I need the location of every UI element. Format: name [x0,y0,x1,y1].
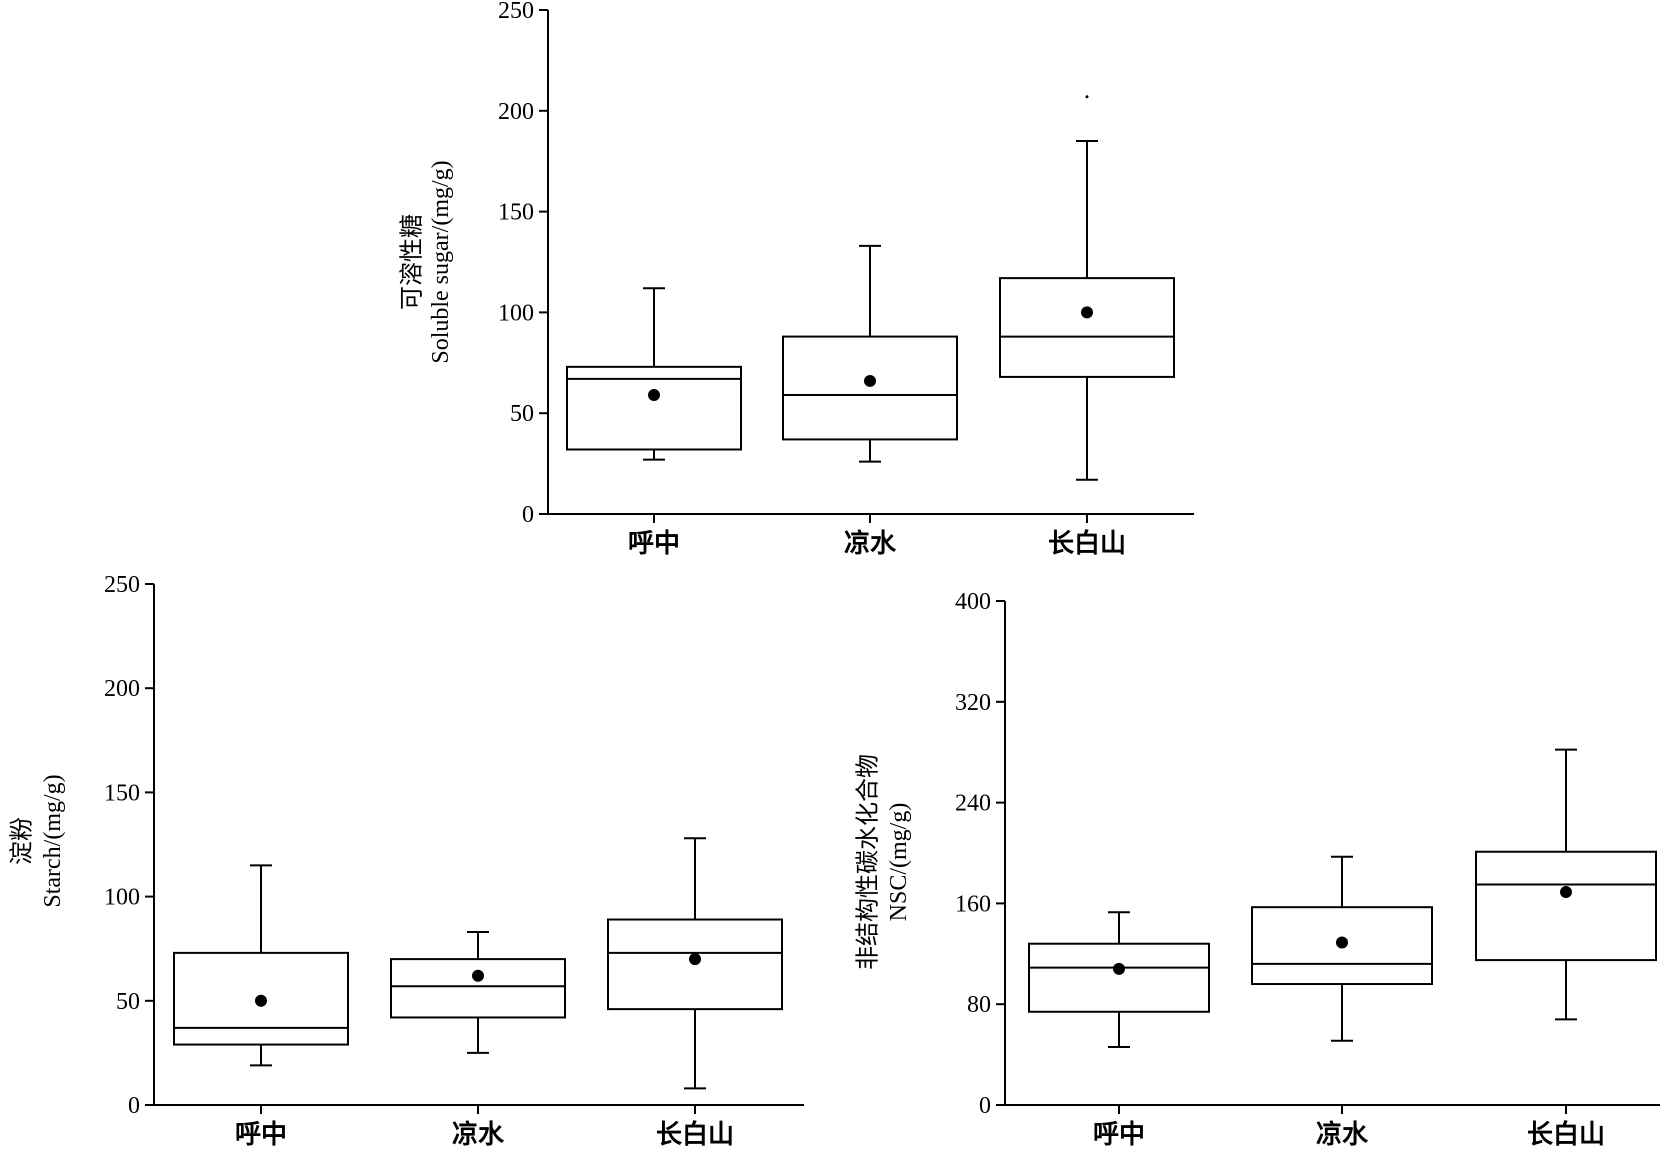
y-tick-label: 320 [955,690,991,716]
y-axis-title-cn: 可溶性糖 [398,214,426,310]
x-category-label: 凉水 [452,1120,505,1150]
mean-point [689,953,701,966]
y-axis-title: NSC/(mg/g) [886,803,912,922]
x-category-label: 呼中 [628,529,680,559]
box-iqr [566,365,742,451]
chart-starch: 0 50 100 150 200 250 淀粉 Starch/(mg/g) 呼中 凉水 长白山 [8,572,804,1150]
box-iqr [999,277,1175,378]
mean-point [648,389,660,402]
x-category-label: 长白山 [1527,1119,1605,1150]
box-2 [782,244,958,463]
y-axis-title-cn: 淀粉 [8,817,36,865]
box-iqr [1028,942,1210,1013]
y-tick-label: 200 [498,99,534,125]
y-tick-label: 0 [522,502,534,528]
mean-point [1081,306,1093,319]
x-category-label: 呼中 [235,1120,287,1150]
outlier-point [1085,95,1089,99]
y-tick-label: 400 [955,589,991,615]
mean-point [1336,936,1348,949]
box-3 [1475,748,1657,1021]
y-tick-label: 200 [104,676,140,702]
box-2 [1251,855,1433,1042]
y-tick-label: 150 [498,200,534,226]
x-category-label: 长白山 [656,1119,734,1150]
chart-nsc: 0 80 160 240 320 400 非结构性碳水化合物 NSC/(mg/g) 呼中 凉水 长白… [854,589,1660,1150]
mean-point [1560,886,1572,899]
chart-soluble-sugar: 0 50 100 150 200 250 可溶性糖 Soluble sugar/(mg/g) 呼… [398,0,1194,559]
y-tick-label: 100 [104,885,140,911]
box-1 [173,864,349,1067]
y-axis-title: Soluble sugar/(mg/g) [428,160,454,363]
mean-point [864,374,876,387]
y-tick-label: 0 [128,1093,140,1119]
y-axis-title-cn: 非结构性碳水化合物 [854,754,882,970]
x-category-label: 呼中 [1093,1120,1145,1150]
y-tick-label: 150 [104,780,140,806]
y-tick-label: 240 [955,791,991,817]
box-iqr [1475,850,1657,962]
mean-point [472,969,484,982]
x-category-label: 凉水 [844,529,897,559]
y-tick-label: 250 [104,572,140,598]
box-3 [607,837,783,1090]
mean-point [255,994,267,1007]
y-tick-label: 100 [498,300,534,326]
box-iqr [390,958,566,1019]
y-tick-label: 0 [979,1093,991,1119]
y-tick-label: 50 [510,401,534,427]
y-tick-label: 50 [116,989,140,1015]
box-3 [999,140,1175,481]
y-tick-label: 80 [967,992,991,1018]
mean-point [1113,962,1125,975]
box-1 [566,287,742,461]
y-tick-label: 160 [955,891,991,917]
x-category-label: 长白山 [1048,528,1126,559]
y-tick-label: 250 [498,0,534,24]
box-2 [390,931,566,1054]
box-iqr [782,335,958,441]
y-axis-title: Starch/(mg/g) [40,774,66,907]
box-1 [1028,911,1210,1049]
x-category-label: 凉水 [1316,1120,1369,1150]
